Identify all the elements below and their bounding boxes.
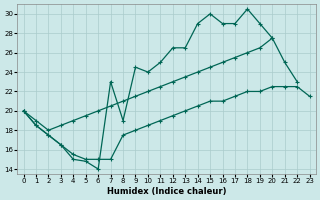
X-axis label: Humidex (Indice chaleur): Humidex (Indice chaleur) — [107, 187, 226, 196]
